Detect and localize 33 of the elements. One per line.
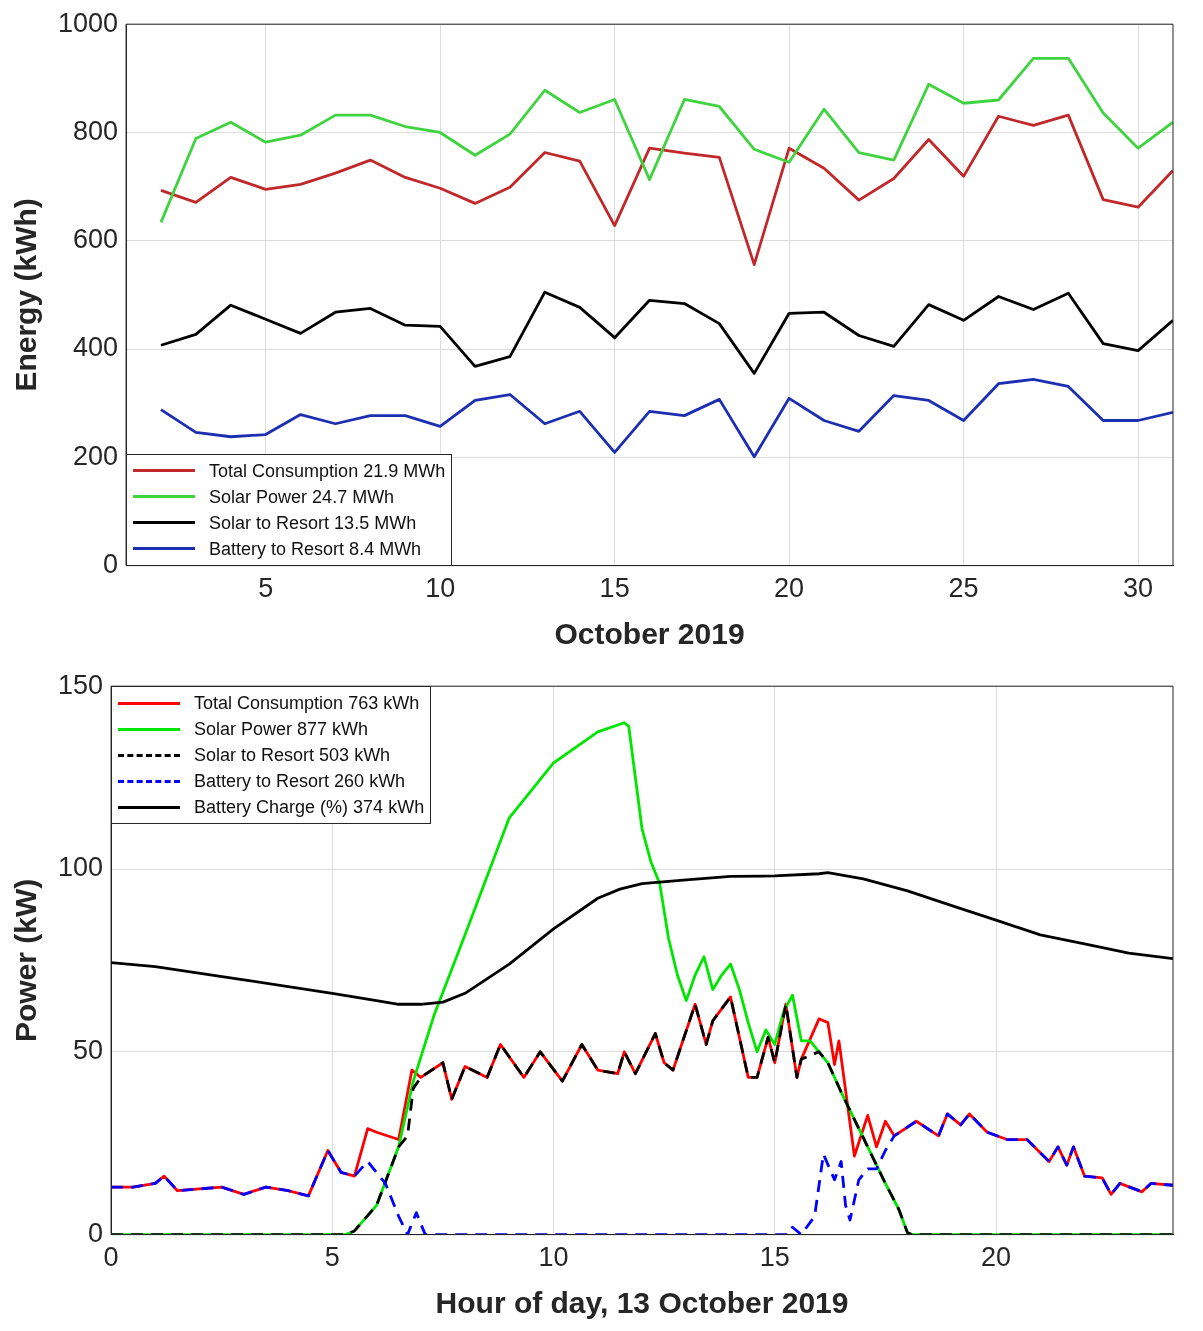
x-tick-label: 5	[258, 573, 274, 604]
legend-label: Battery to Resort 260 kWh	[194, 770, 406, 794]
x-tick-label: 5	[324, 1242, 340, 1273]
legend-label: Solar to Resort 13.5 MWh	[209, 511, 417, 535]
y-tick-label: 100	[57, 852, 104, 883]
y-tick-label: 0	[88, 1218, 104, 1249]
x-tick-label: 25	[948, 573, 979, 604]
y-tick-label: 200	[73, 440, 119, 471]
x-tick-label: 10	[538, 1242, 569, 1273]
legend-label: Battery Charge (%) 374 kWh	[194, 796, 425, 820]
y-axis-title: Power (kW)	[9, 878, 43, 1043]
y-tick-label: 1000	[57, 7, 119, 38]
y-tick-label: 600	[73, 224, 119, 255]
x-tick-label: 20	[774, 573, 805, 604]
y-tick-label: 50	[73, 1035, 104, 1066]
legend-label: Solar to Resort 503 kWh	[194, 744, 391, 768]
y-tick-label: 800	[73, 115, 119, 146]
x-tick-label: 15	[599, 573, 630, 604]
y-tick-label: 400	[73, 332, 119, 363]
legend-label: Total Consumption 21.9 MWh	[209, 459, 446, 483]
legend-label: Solar Power 877 kWh	[194, 718, 369, 742]
y-tick-label: 150	[57, 669, 104, 700]
x-tick-label: 15	[759, 1242, 790, 1273]
x-tick-label: 30	[1123, 573, 1154, 604]
legend-label: Battery to Resort 8.4 MWh	[209, 537, 422, 561]
x-axis-title: Hour of day, 13 October 2019	[435, 1286, 849, 1320]
x-axis-title: October 2019	[554, 617, 745, 651]
y-tick-label: 0	[103, 549, 119, 580]
legend-label: Solar Power 24.7 MWh	[209, 485, 395, 509]
y-axis-title: Energy (kWh)	[9, 198, 43, 392]
legend-label: Total Consumption 763 kWh	[194, 692, 420, 716]
x-tick-label: 20	[980, 1242, 1012, 1273]
x-tick-label: 10	[425, 573, 456, 604]
